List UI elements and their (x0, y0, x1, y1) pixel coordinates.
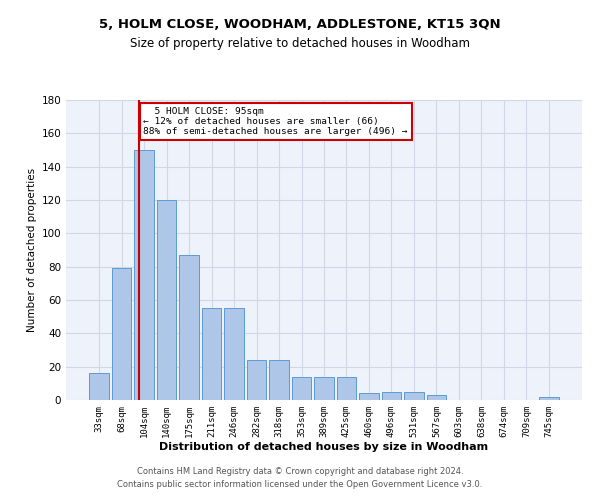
Bar (269, 360, 289, 400)
Bar (202, 308, 221, 400)
Bar (89, 374, 109, 400)
Bar (157, 200, 176, 400)
Bar (247, 360, 266, 400)
Y-axis label: Number of detached properties: Number of detached properties (27, 168, 37, 332)
Text: Contains public sector information licensed under the Open Government Licence v3: Contains public sector information licen… (118, 480, 482, 489)
Text: 5, HOLM CLOSE, WOODHAM, ADDLESTONE, KT15 3QN: 5, HOLM CLOSE, WOODHAM, ADDLESTONE, KT15… (99, 18, 501, 30)
Bar (359, 394, 379, 400)
Bar (112, 268, 131, 400)
Text: Distribution of detached houses by size in Woodham: Distribution of detached houses by size … (160, 442, 488, 452)
Bar (134, 150, 154, 400)
Bar (314, 376, 334, 400)
Bar (382, 392, 401, 400)
Text: 5 HOLM CLOSE: 95sqm
← 12% of detached houses are smaller (66)
88% of semi-detach: 5 HOLM CLOSE: 95sqm ← 12% of detached ho… (143, 106, 408, 136)
Bar (337, 376, 356, 400)
Bar (427, 395, 446, 400)
Bar (404, 392, 424, 400)
Text: Contains HM Land Registry data © Crown copyright and database right 2024.: Contains HM Land Registry data © Crown c… (137, 467, 463, 476)
Bar (179, 255, 199, 400)
Text: Size of property relative to detached houses in Woodham: Size of property relative to detached ho… (130, 38, 470, 51)
Bar (292, 376, 311, 400)
Bar (224, 308, 244, 400)
Bar (539, 396, 559, 400)
